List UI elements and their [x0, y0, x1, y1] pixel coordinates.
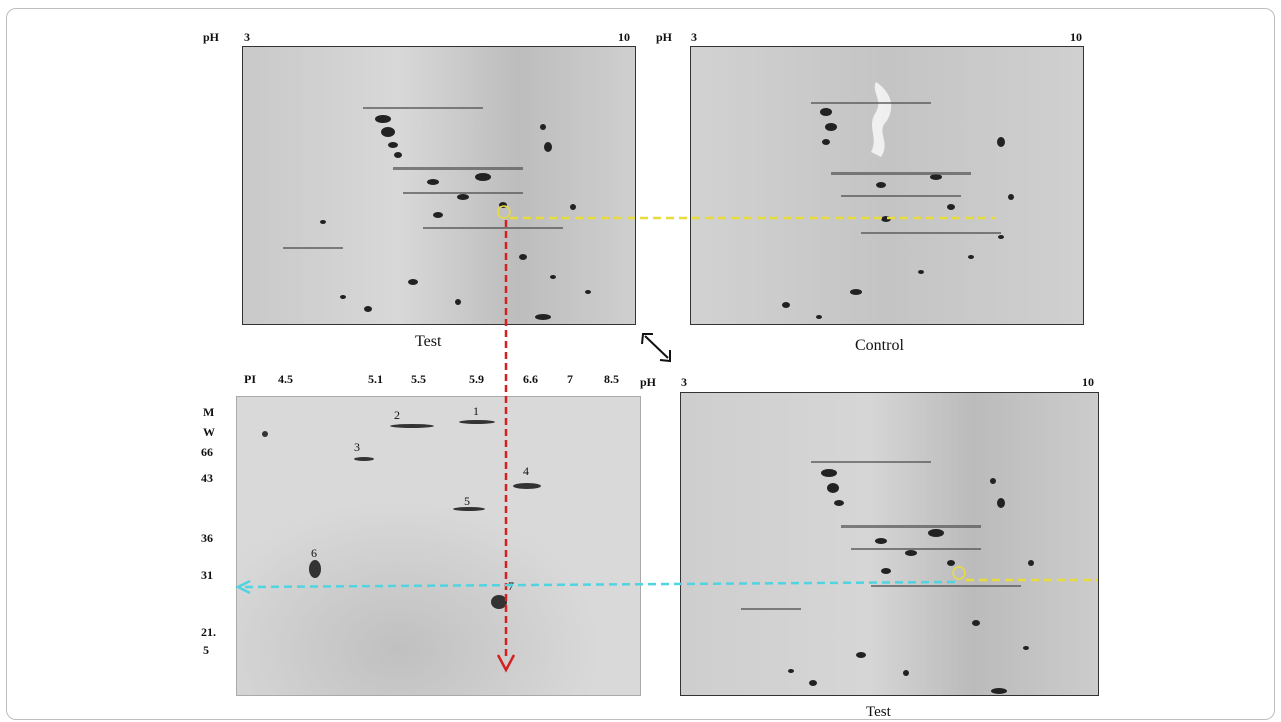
double-arrow-head-2 [659, 350, 671, 363]
spot-label-2: 2 [394, 408, 400, 422]
bl-pi-tick: 5.5 [411, 372, 426, 386]
double-arrow-head-1 [641, 333, 653, 345]
selected-spot-circle-bottom [952, 566, 966, 580]
gel-control-top [690, 46, 1084, 325]
tr-ph-label: pH [656, 30, 673, 44]
figure-frame [6, 8, 1275, 720]
bl-pi-tick: 5.1 [368, 372, 383, 386]
bl-pi-tick: 8.5 [604, 372, 619, 386]
gel-test-top-image [243, 47, 635, 324]
cyan-horizontal-link-line [244, 580, 956, 589]
bl-pi-tick: 5.9 [469, 372, 484, 386]
bl-pi-tick: 4.5 [278, 372, 293, 386]
gel-1d-bottom [236, 396, 641, 696]
bl-pi-label: PI [244, 372, 256, 386]
br-ph-min: 3 [681, 375, 687, 389]
cyan-arrow-head [235, 579, 251, 595]
double-arrow-line [644, 335, 669, 359]
gel-test-bottom [680, 392, 1099, 696]
selected-spot-circle-top [497, 205, 511, 219]
gel-control-top-image [691, 47, 1083, 324]
tl-ph-min: 3 [244, 30, 250, 44]
gel-1d-bottom-image [237, 397, 640, 695]
spot-label-5: 5 [464, 494, 470, 508]
tl-ph-label: pH [203, 30, 220, 44]
spot-label-4: 4 [523, 464, 529, 478]
bl-mw-label-2: W [203, 425, 215, 439]
spot-label-6: 6 [311, 546, 317, 560]
bl-mw-label-1: M [203, 405, 215, 419]
tl-caption: Test [415, 333, 442, 350]
bl-mw-tick: 31 [201, 568, 213, 582]
spot-label-1: 1 [473, 404, 479, 418]
bl-mw-tick: 43 [201, 471, 213, 485]
gel-test-bottom-image [681, 393, 1098, 695]
tl-ph-max: 10 [618, 30, 630, 44]
br-caption: Test [866, 704, 891, 720]
bl-mw-tick: 21. [201, 625, 216, 639]
bl-mw-tick: 5 [203, 643, 209, 657]
br-ph-label: pH [640, 375, 657, 389]
tr-ph-max: 10 [1070, 30, 1082, 44]
br-ph-max: 10 [1082, 375, 1094, 389]
bl-mw-tick: 36 [201, 531, 213, 545]
gel-test-top [242, 46, 636, 325]
tr-caption: Control [855, 337, 904, 354]
bl-pi-tick: 6.6 [523, 372, 538, 386]
spot-label-3: 3 [354, 440, 360, 454]
bl-pi-tick: 7 [567, 372, 573, 386]
bl-mw-tick: 66 [201, 445, 213, 459]
tr-ph-min: 3 [691, 30, 697, 44]
red-arrow-head [496, 654, 516, 673]
